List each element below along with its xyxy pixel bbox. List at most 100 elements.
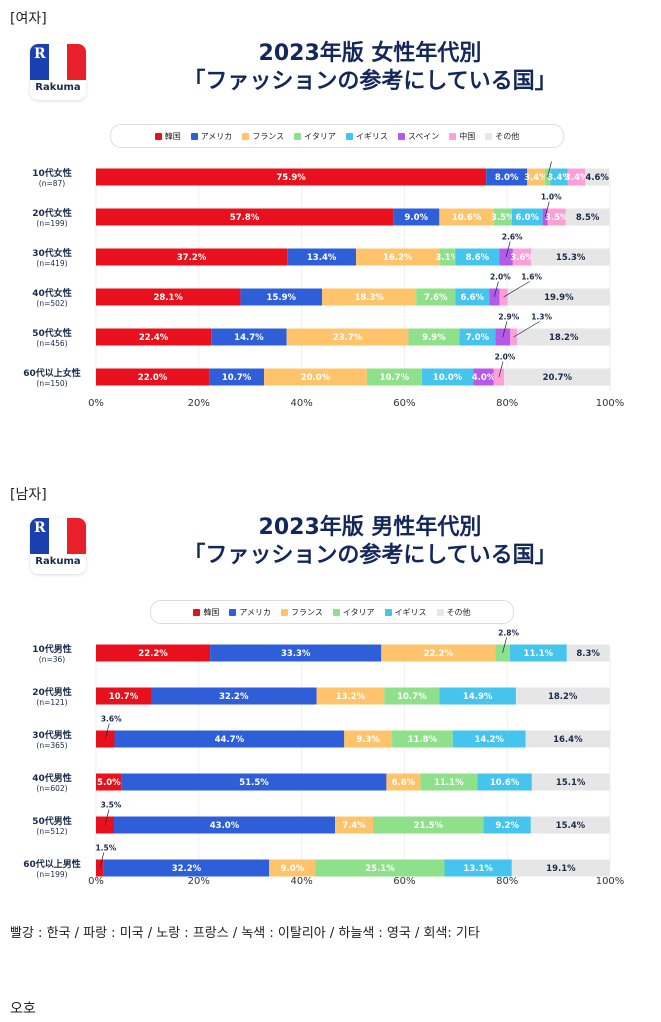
x-tick-label: 60% [393, 398, 415, 409]
callout-label: 1.5% [95, 844, 116, 853]
legend-label: 韓国 [164, 131, 181, 141]
legend-item: 中国 [449, 131, 475, 142]
bar-segment [373, 816, 484, 834]
bar-value-label: 75.9% [276, 173, 306, 183]
legend-swatch [294, 132, 302, 140]
x-tick-label: 100% [596, 876, 625, 887]
bar-segment [113, 816, 336, 834]
callout-leader [503, 281, 530, 298]
category-n-label: (n=419) [36, 259, 67, 268]
bar-segment [335, 816, 374, 834]
x-tick-label: 20% [188, 398, 210, 409]
category-n-label: (n=602) [36, 784, 67, 793]
category-n-label: (n=512) [36, 827, 67, 836]
callout-leader [544, 201, 550, 218]
legend-label: アメリカ [200, 131, 233, 141]
bar-value-label: 10.0% [433, 373, 463, 383]
bar-segment [381, 644, 496, 662]
bar-value-label: 6.6% [460, 293, 484, 303]
bar-segment [493, 208, 512, 226]
bar-value-label: 14.9% [463, 692, 493, 702]
bar-segment [96, 773, 122, 791]
bar-value-label: 20.0% [301, 373, 331, 383]
bar-segment [366, 368, 422, 386]
legend-swatch [190, 132, 198, 140]
bar-value-label: 11.1% [434, 778, 464, 788]
legend-swatch [332, 608, 340, 616]
bar-value-label: 16.4% [553, 735, 583, 745]
bar-value-label: 9.0% [281, 864, 305, 874]
bar-segment [477, 773, 532, 791]
bar-value-label: 11.8% [408, 735, 438, 745]
category-n-label: (n=199) [36, 219, 67, 228]
legend-item: スペイン [397, 131, 439, 142]
bar-value-label: 25.1% [365, 864, 395, 874]
bar-segment [525, 730, 610, 748]
bar-segment [103, 859, 270, 877]
bar-segment [114, 730, 345, 748]
bar-value-label: 7.0% [466, 333, 490, 343]
flag-icon [30, 518, 86, 554]
bar-segment [210, 644, 382, 662]
bar-segment [452, 730, 526, 748]
legend-item: 韓国 [154, 131, 181, 142]
bar-value-label: 10.6% [452, 213, 482, 223]
bar-value-label: 9.3% [356, 735, 380, 745]
bar-value-label: 19.9% [544, 293, 574, 303]
bar-value-label: 5.0% [97, 778, 121, 788]
x-tick-label: 80% [496, 398, 518, 409]
bar-value-label: 15.1% [556, 778, 586, 788]
category-n-label: (n=121) [36, 698, 67, 707]
bar-value-label: 33.3% [281, 649, 311, 659]
callout-label: 2.0% [495, 353, 516, 362]
callout-label: 1.6% [521, 273, 542, 282]
callout-leader [547, 161, 552, 178]
title-line2: 「ファッションの参考にしている国」 [183, 543, 557, 568]
bar-value-label: 10.7% [109, 692, 139, 702]
callout-label: 2.0% [490, 273, 511, 282]
bar-segment [550, 168, 568, 186]
chart-legend-female: 韓国 アメリカ フランス イタリア イギリス スペイン 中国 その他 [110, 124, 564, 148]
bar-value-label: 9.0% [404, 213, 428, 223]
title-line2: 「ファッションの参考にしている国」 [183, 69, 557, 94]
logo-text: Rakuma [35, 82, 81, 93]
section-label-male: [남자] [10, 487, 47, 503]
bar-segment [511, 859, 610, 877]
bar-value-label: 3.4% [547, 173, 571, 183]
category-label: 40代女性 [32, 287, 72, 299]
bar-segment [408, 328, 460, 346]
category-label: 60代以上男性 [23, 858, 81, 870]
bar-value-label: 4.0% [472, 373, 496, 383]
callout-label: 2.8% [498, 629, 519, 638]
bar-value-label: 10.7% [222, 373, 252, 383]
bar-value-label: 44.7% [215, 735, 245, 745]
legend-swatch [449, 132, 457, 140]
bar-value-label: 57.8% [230, 213, 260, 223]
chart-legend-male: 韓国 アメリカ フランス イタリア イギリス その他 [150, 600, 514, 624]
legend-item: その他 [436, 607, 471, 618]
category-label: 30代男性 [32, 729, 72, 741]
footer-text: 오호 [10, 1001, 36, 1017]
bar-value-label: 22.0% [138, 373, 168, 383]
callout-leader [513, 321, 540, 338]
callout-label: 1.3% [531, 313, 552, 322]
legend-item: その他 [485, 131, 519, 142]
bar-value-label: 20.7% [543, 373, 573, 383]
category-n-label: (n=456) [36, 339, 67, 348]
legend-label: アメリカ [239, 607, 272, 617]
bar-segment [473, 368, 494, 386]
stacked-bar-chart-female: 0% 20% 40% 60% 80% 100% 10代女性(n=87) 75.9% 8.0% 3.… [23, 160, 624, 409]
logo-mark: R [34, 46, 46, 62]
bar-segment [507, 288, 610, 306]
bar-value-label: 22.2% [424, 649, 454, 659]
bar-value-label: 3.1% [436, 253, 460, 263]
category-label: 60代以上女性 [23, 367, 81, 379]
legend-swatch [242, 132, 250, 140]
callout-leader [104, 723, 110, 740]
bar-segment [459, 328, 496, 346]
bar-segment [439, 687, 516, 705]
bar-segment [486, 168, 528, 186]
bar-value-label: 16.2% [383, 253, 413, 263]
legend-item: イタリア [294, 131, 336, 142]
rakuma-logo: R Rakuma [30, 44, 86, 100]
